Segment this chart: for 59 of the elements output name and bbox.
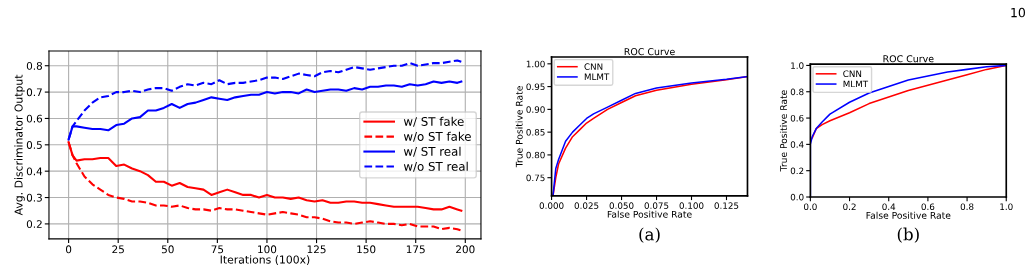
x-tick-label: 0.050 (609, 202, 634, 209)
y-tick-label: 0.7 (26, 88, 42, 97)
x-tick-label: 0.8 (960, 203, 974, 211)
x-tick-label: 75 (211, 245, 224, 254)
y-tick-label: 0.4 (26, 167, 43, 176)
x-tick-label: 125 (307, 245, 326, 254)
x-tick-label: 175 (406, 245, 425, 254)
legend-label: w/o ST fake (403, 131, 471, 142)
legend-label: w/ ST fake (403, 116, 464, 127)
y-tick-label: 0.3 (26, 193, 42, 202)
x-tick-label: 150 (357, 245, 376, 254)
x-tick-label: 0.6 (921, 203, 935, 211)
x-tick-label: 50 (161, 245, 174, 254)
y-tick-label: 0.5 (26, 141, 42, 149)
text: (a) (639, 227, 660, 243)
y-tick-label: 0.4 (790, 141, 804, 148)
x-tick-label: 0.000 (539, 202, 564, 209)
x-axis-title: False Positive Rate (607, 210, 692, 218)
x-tick-label: 25 (112, 245, 124, 254)
y-tick-label: 1.00 (526, 60, 545, 68)
x-tick-label: 0.100 (679, 202, 704, 209)
y-tick-label: 0.75 (526, 174, 545, 182)
x-axis-title: Iterations (100x) (220, 255, 310, 265)
y-tick-label: 0.2 (26, 220, 42, 229)
legend-label: MLMT (843, 80, 869, 88)
chart-title: ROC Curve (883, 55, 934, 63)
x-tick-label: 100 (258, 245, 277, 254)
y-axis-title: Avg. Discriminator Output (14, 74, 25, 216)
x-tick-label: 0.125 (714, 202, 739, 209)
x-tick-label: 1.0 (1000, 203, 1013, 211)
y-tick-label: 1.0 (791, 62, 804, 69)
x-tick-label: 0.025 (574, 202, 599, 209)
y-tick-label: 0.8 (790, 88, 804, 96)
legend-label: w/o ST real (403, 161, 468, 172)
legend-label: CNN (843, 70, 862, 78)
legend-label: MLMT (584, 73, 610, 80)
y-tick-label: 0.8 (26, 61, 43, 70)
text: (b) (897, 227, 919, 243)
text: 10 (1011, 7, 1026, 18)
y-tick-label: 0.80 (526, 151, 545, 159)
x-tick-label: 0.0 (803, 203, 817, 211)
x-tick-label: 200 (456, 245, 475, 254)
x-tick-label: 0.2 (843, 203, 856, 211)
y-axis-title: True Positive Rate (779, 90, 788, 172)
x-tick-label: 0.4 (882, 203, 896, 211)
y-tick-label: 0.2 (790, 167, 804, 175)
x-tick-label: 0.075 (644, 202, 669, 209)
y-tick-label: 0.85 (526, 128, 545, 136)
y-tick-label: 0.0 (790, 193, 804, 201)
x-axis-title: False Positive Rate (866, 211, 951, 219)
x-tick-label: 0 (65, 245, 72, 254)
legend-label: CNN (584, 63, 603, 70)
chart-title: ROC Curve (624, 48, 675, 56)
legend-label: w/ ST real (403, 146, 461, 157)
y-tick-label: 0.6 (790, 114, 804, 122)
y-tick-label: 0.95 (526, 83, 545, 91)
y-tick-label: 0.6 (26, 114, 43, 123)
y-tick-label: 0.90 (526, 106, 545, 113)
y-axis-title: True Positive Rate (515, 86, 523, 168)
